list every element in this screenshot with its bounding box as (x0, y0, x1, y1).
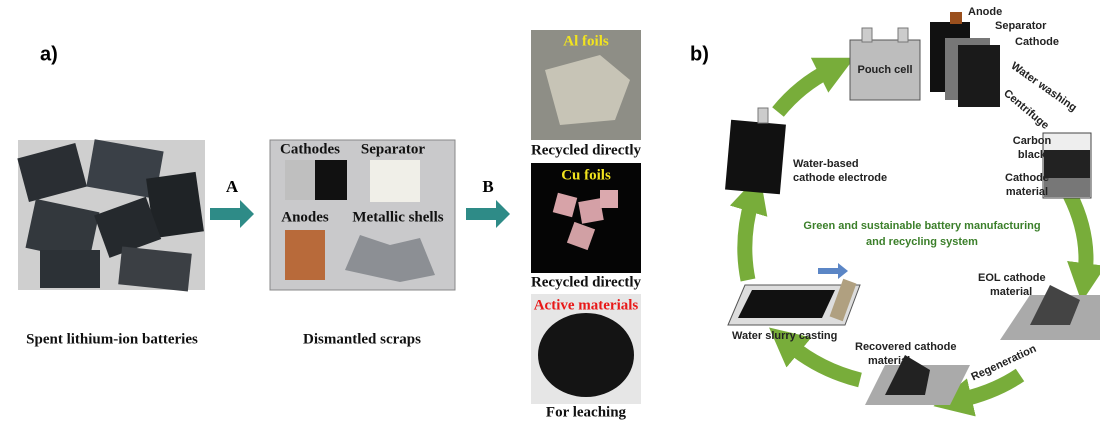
node-label: Anode (968, 6, 1002, 18)
node-label: Cathode (1005, 172, 1049, 184)
al-photo (531, 30, 641, 140)
node-label: material (990, 286, 1032, 298)
node-label: EOL cathode (978, 272, 1046, 284)
electrode-stack (930, 12, 1000, 107)
panel-label: a) (40, 43, 58, 65)
active-photo (531, 294, 641, 404)
caption: Recycled directly (531, 142, 642, 158)
node-label: material (1006, 186, 1048, 198)
scrap-label: Metallic shells (352, 209, 443, 225)
node-label: cathode electrode (793, 172, 887, 184)
center-text: and recycling system (866, 236, 978, 248)
cathode-electrode (725, 107, 786, 195)
caption: For leaching (546, 404, 627, 420)
caption: Spent lithium-ion batteries (26, 331, 198, 347)
step-label: B (482, 177, 493, 196)
pouch-cell (849, 27, 921, 101)
node-label: Recovered cathode (855, 341, 956, 353)
node-label: material (868, 355, 910, 367)
product-title: Active materials (534, 297, 639, 313)
node-label: Carbon (1013, 135, 1052, 147)
node-label: Water slurry casting (732, 330, 837, 342)
step-label: A (226, 177, 239, 196)
arrow (210, 200, 254, 228)
node-label: Pouch cell (857, 64, 912, 76)
node-label: Water-based (793, 158, 859, 170)
caption: Dismantled scraps (303, 331, 421, 347)
panel-label: b) (690, 43, 709, 65)
eol-material (1000, 285, 1100, 340)
slurry-casting (727, 263, 861, 326)
center-text: Green and sustainable battery manufactur… (803, 220, 1040, 232)
cu-photo (531, 163, 641, 273)
scrap-label: Separator (361, 141, 425, 157)
caption: Recycled directly (531, 274, 642, 290)
product-title: Al foils (563, 33, 609, 49)
batteries-photo (17, 139, 205, 292)
node-label: Cathode (1015, 36, 1059, 48)
cycle-arrows (729, 57, 1100, 417)
recovered-material (865, 355, 970, 405)
centrifuge-tube (1042, 132, 1092, 199)
scraps-photo (269, 139, 456, 291)
arrow (466, 200, 510, 228)
node-label: Separator (995, 20, 1047, 32)
product-title: Cu foils (561, 167, 611, 183)
scrap-label: Cathodes (280, 141, 340, 157)
node-label: black (1018, 149, 1047, 161)
scrap-label: Anodes (281, 209, 329, 225)
